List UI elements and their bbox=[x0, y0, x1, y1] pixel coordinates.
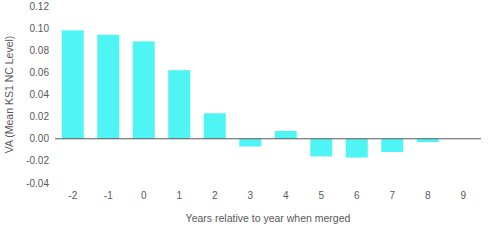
x-tick-label: -1 bbox=[104, 190, 113, 201]
y-axis-label: VA (Mean KS1 NC Level) bbox=[3, 36, 15, 154]
bar bbox=[204, 113, 226, 138]
y-tick-label: 0.00 bbox=[30, 133, 50, 144]
x-tick-label: 1 bbox=[176, 190, 182, 201]
bar bbox=[310, 139, 332, 157]
bar bbox=[381, 139, 403, 152]
y-tick-label: 0.04 bbox=[30, 89, 50, 100]
bar bbox=[168, 70, 190, 139]
x-tick-label: 3 bbox=[247, 190, 253, 201]
y-tick-label: -0.02 bbox=[26, 155, 49, 166]
x-tick-label: 9 bbox=[460, 190, 466, 201]
bar bbox=[346, 139, 368, 158]
x-tick-label: 6 bbox=[354, 190, 360, 201]
bar bbox=[97, 35, 119, 139]
x-tick-label: 2 bbox=[212, 190, 218, 201]
y-tick-label: 0.12 bbox=[30, 1, 50, 12]
chart: -0.04 -0.02 0.00 0.02 0.04 0.06 0.08 0.10 0.12 -2… bbox=[0, 0, 500, 231]
x-tick-label: 7 bbox=[389, 190, 395, 201]
y-tick-label: 0.10 bbox=[30, 23, 50, 34]
bar bbox=[239, 139, 261, 147]
y-tick-label: 0.02 bbox=[30, 111, 50, 122]
x-tick-label: 0 bbox=[141, 190, 147, 201]
y-tick-label: 0.06 bbox=[30, 67, 50, 78]
y-tick-label: 0.08 bbox=[30, 45, 50, 56]
bar bbox=[62, 30, 84, 138]
x-tick-label: -2 bbox=[68, 190, 77, 201]
zero-line bbox=[55, 138, 481, 139]
y-tick-label: -0.04 bbox=[26, 178, 49, 189]
x-tick-label: 8 bbox=[425, 190, 431, 201]
bar bbox=[275, 131, 297, 139]
x-axis-label: Years relative to year when merged bbox=[186, 212, 351, 224]
x-tick-label: 5 bbox=[318, 190, 324, 201]
x-tick-label: 4 bbox=[283, 190, 289, 201]
bar bbox=[133, 41, 155, 138]
